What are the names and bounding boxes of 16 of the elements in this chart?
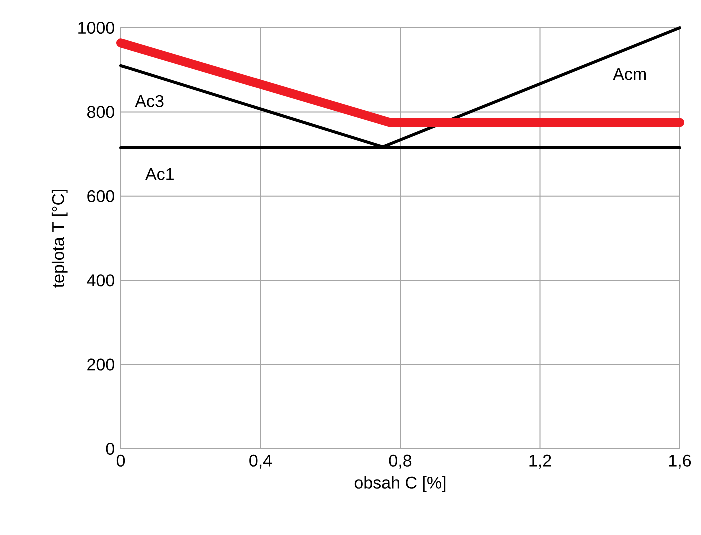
y-tick-label: 800 <box>88 106 114 118</box>
series-label: Ac3 <box>135 95 164 108</box>
y-tick-label: 200 <box>88 358 114 371</box>
series-label: Acm <box>613 68 646 80</box>
y-tick-label: 600 <box>88 190 114 202</box>
x-tick-label: 0,8 <box>389 454 412 469</box>
x-tick-label: 1,2 <box>530 454 552 469</box>
y-tick-label: 1000 <box>78 22 114 34</box>
x-tick-label: 0,4 <box>250 454 272 469</box>
x-tick-label: 0 <box>116 454 126 467</box>
y-axis-title: teplota T [°C] <box>52 190 68 288</box>
series-label: Ac1 <box>146 168 174 180</box>
y-tick-label: 400 <box>87 274 114 287</box>
x-tick-label: 1,6 <box>669 454 692 469</box>
y-tick-label: 0 <box>106 442 114 456</box>
x-axis-title: obsah C [%] <box>354 476 446 492</box>
